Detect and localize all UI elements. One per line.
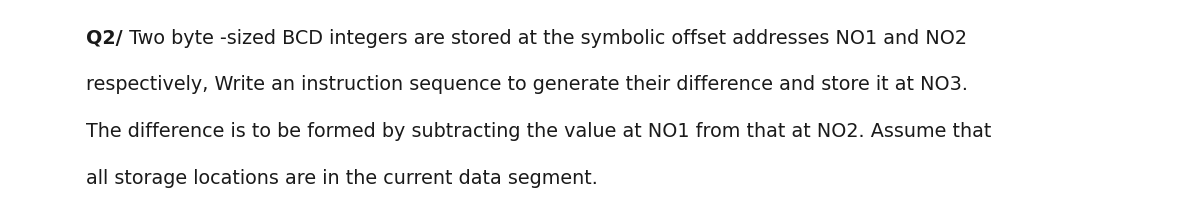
Text: all storage locations are in the current data segment.: all storage locations are in the current… <box>86 169 599 188</box>
Text: respectively, Write an instruction sequence to generate their difference and sto: respectively, Write an instruction seque… <box>86 75 968 94</box>
Text: Q2/: Q2/ <box>86 29 124 48</box>
Text: Two byte -sized BCD integers are stored at the symbolic offset addresses NO1 and: Two byte -sized BCD integers are stored … <box>124 29 967 48</box>
Text: The difference is to be formed by subtracting the value at NO1 from that at NO2.: The difference is to be formed by subtra… <box>86 122 991 141</box>
